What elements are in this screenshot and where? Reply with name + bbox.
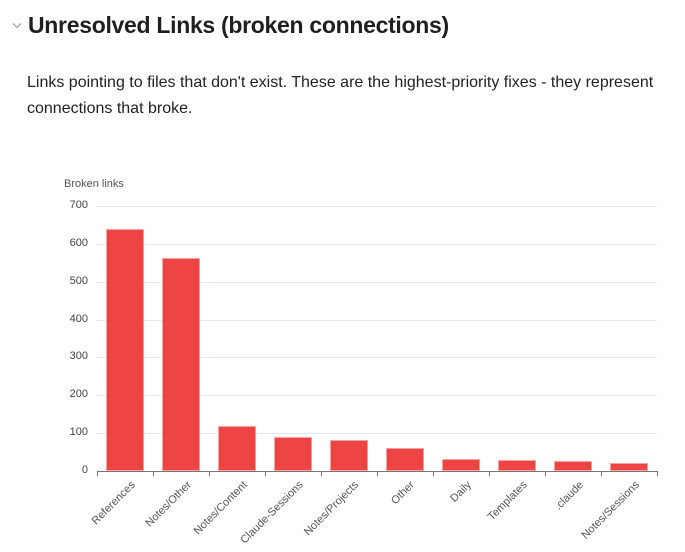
bar[interactable] (162, 257, 200, 471)
gridline (97, 395, 657, 397)
bar[interactable] (106, 229, 144, 471)
y-tick-label: 400 (69, 312, 88, 325)
x-tick-label: Notes/Sessions (578, 479, 642, 542)
bar[interactable] (610, 463, 648, 471)
x-tick (657, 471, 658, 476)
x-tick-label: Notes/Other (143, 479, 194, 530)
gridline (97, 281, 657, 283)
bar[interactable] (498, 459, 536, 471)
x-tick (601, 471, 602, 476)
y-axis-label: Broken links (64, 178, 124, 190)
x-tick-label: Other (389, 479, 418, 507)
bar[interactable] (330, 439, 368, 471)
bar[interactable] (386, 447, 424, 471)
chevron-down-icon[interactable] (10, 19, 24, 33)
section-heading: Unresolved Links (broken connections) (10, 12, 449, 39)
gridline (97, 319, 657, 321)
x-tick-label: Daily (447, 479, 474, 505)
x-tick-label: Templates (485, 479, 530, 523)
x-tick (265, 471, 266, 476)
section-title: Unresolved Links (broken connections) (28, 12, 449, 38)
x-tick (153, 471, 154, 476)
x-tick (377, 471, 378, 476)
bar[interactable] (554, 461, 592, 471)
section-description: Links pointing to files that don't exist… (27, 74, 654, 117)
x-tick (209, 471, 210, 476)
gridline (97, 357, 657, 359)
y-tick-label: 100 (69, 426, 88, 439)
x-tick-label: Notes/Projects (302, 479, 362, 539)
x-tick (97, 471, 98, 476)
x-tick-label: References (89, 479, 138, 528)
gridline (97, 206, 657, 207)
y-tick-label: 500 (69, 274, 88, 287)
x-tick (321, 471, 322, 476)
y-tick-label: 200 (69, 388, 88, 401)
x-tick-label: Notes/Content (191, 479, 250, 538)
x-tick (489, 471, 490, 476)
bar[interactable] (274, 436, 312, 471)
bar-chart: Broken links 0 100 200 300 400 500 600 700 Refer… (0, 170, 685, 552)
y-tick-label: 600 (69, 236, 88, 249)
x-tick-label: .claude (551, 479, 586, 513)
bar[interactable] (442, 458, 480, 471)
x-tick-label: Claude-Sessions (238, 479, 306, 547)
x-tick (433, 471, 434, 476)
gridline (97, 243, 657, 245)
x-tick (545, 471, 546, 476)
bar[interactable] (218, 425, 256, 471)
y-tick-label: 300 (69, 350, 88, 363)
gridline (97, 433, 657, 435)
y-tick-label: 0 (81, 464, 88, 476)
y-tick-label: 700 (69, 199, 88, 211)
